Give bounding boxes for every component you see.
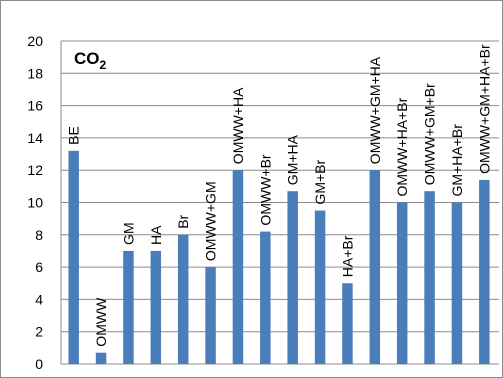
category-label: HA+Br [339, 235, 355, 277]
bar-omww-ha-br [396, 202, 408, 364]
y-tick-label: 14 [27, 130, 43, 146]
bar-gm [123, 250, 134, 364]
category-label: OMWW+GM [203, 181, 219, 261]
bars [68, 150, 490, 364]
bar-br [177, 234, 189, 364]
bar-ha [150, 250, 162, 364]
category-label: OMWW+GM+Br [422, 83, 438, 185]
bar-ha-br [342, 283, 353, 364]
y-tick-label: 12 [27, 162, 43, 178]
y-tick-label: 8 [35, 227, 43, 243]
bar-omww [95, 352, 107, 364]
category-label: GM+Br [312, 160, 328, 205]
category-label: GM+HA+Br [449, 124, 465, 197]
y-tick-label: 2 [35, 324, 43, 340]
y-tick-label: 16 [27, 98, 43, 114]
bar-be [68, 150, 79, 364]
category-label: GM+HA [285, 134, 301, 185]
y-tick-labels: 0 2 4 6 8 10 12 14 16 18 20 [27, 33, 43, 372]
y-tick-label: 4 [35, 291, 43, 307]
category-label: Br [175, 214, 191, 228]
bar-omww-ha [232, 170, 244, 364]
category-label: OMWW+HA [230, 87, 246, 164]
chart-title-subscript: 2 [100, 58, 107, 72]
category-label: HA [148, 225, 164, 245]
y-tick-label: 10 [27, 195, 43, 211]
category-label: OMWW [93, 297, 109, 347]
bar-omww-br [260, 231, 271, 364]
chart-title: CO2 [74, 49, 107, 72]
bar-omww-gm-br [424, 191, 435, 364]
category-label: OMWW+HA+Br [394, 97, 410, 196]
bar-omww-gm [205, 267, 216, 364]
bar-omww-gm-ha-br [479, 179, 490, 364]
y-tick-label: 18 [27, 65, 43, 81]
category-label: GM [120, 222, 136, 245]
bar-gm-ha-br [451, 202, 463, 364]
category-labels: BE OMWW GM HA Br OMWW+GM OMWW+HA OMWW+Br GM+HA GM… [66, 44, 493, 347]
bar-gm-br [314, 210, 326, 364]
y-tick-label: 0 [35, 356, 43, 372]
bar-omww-gm-ha [369, 170, 381, 364]
category-label: OMWW+GM+HA [367, 56, 383, 164]
bar-gm-ha [287, 191, 298, 364]
category-label: OMWW+Br [257, 154, 273, 225]
chart-title-main: CO [74, 49, 100, 68]
y-tick-label: 6 [35, 259, 43, 275]
category-label: OMWW+GM+HA+Br [476, 44, 492, 174]
gridlines [60, 40, 499, 365]
category-label: BE [66, 126, 82, 145]
y-tick-label: 20 [27, 33, 43, 49]
